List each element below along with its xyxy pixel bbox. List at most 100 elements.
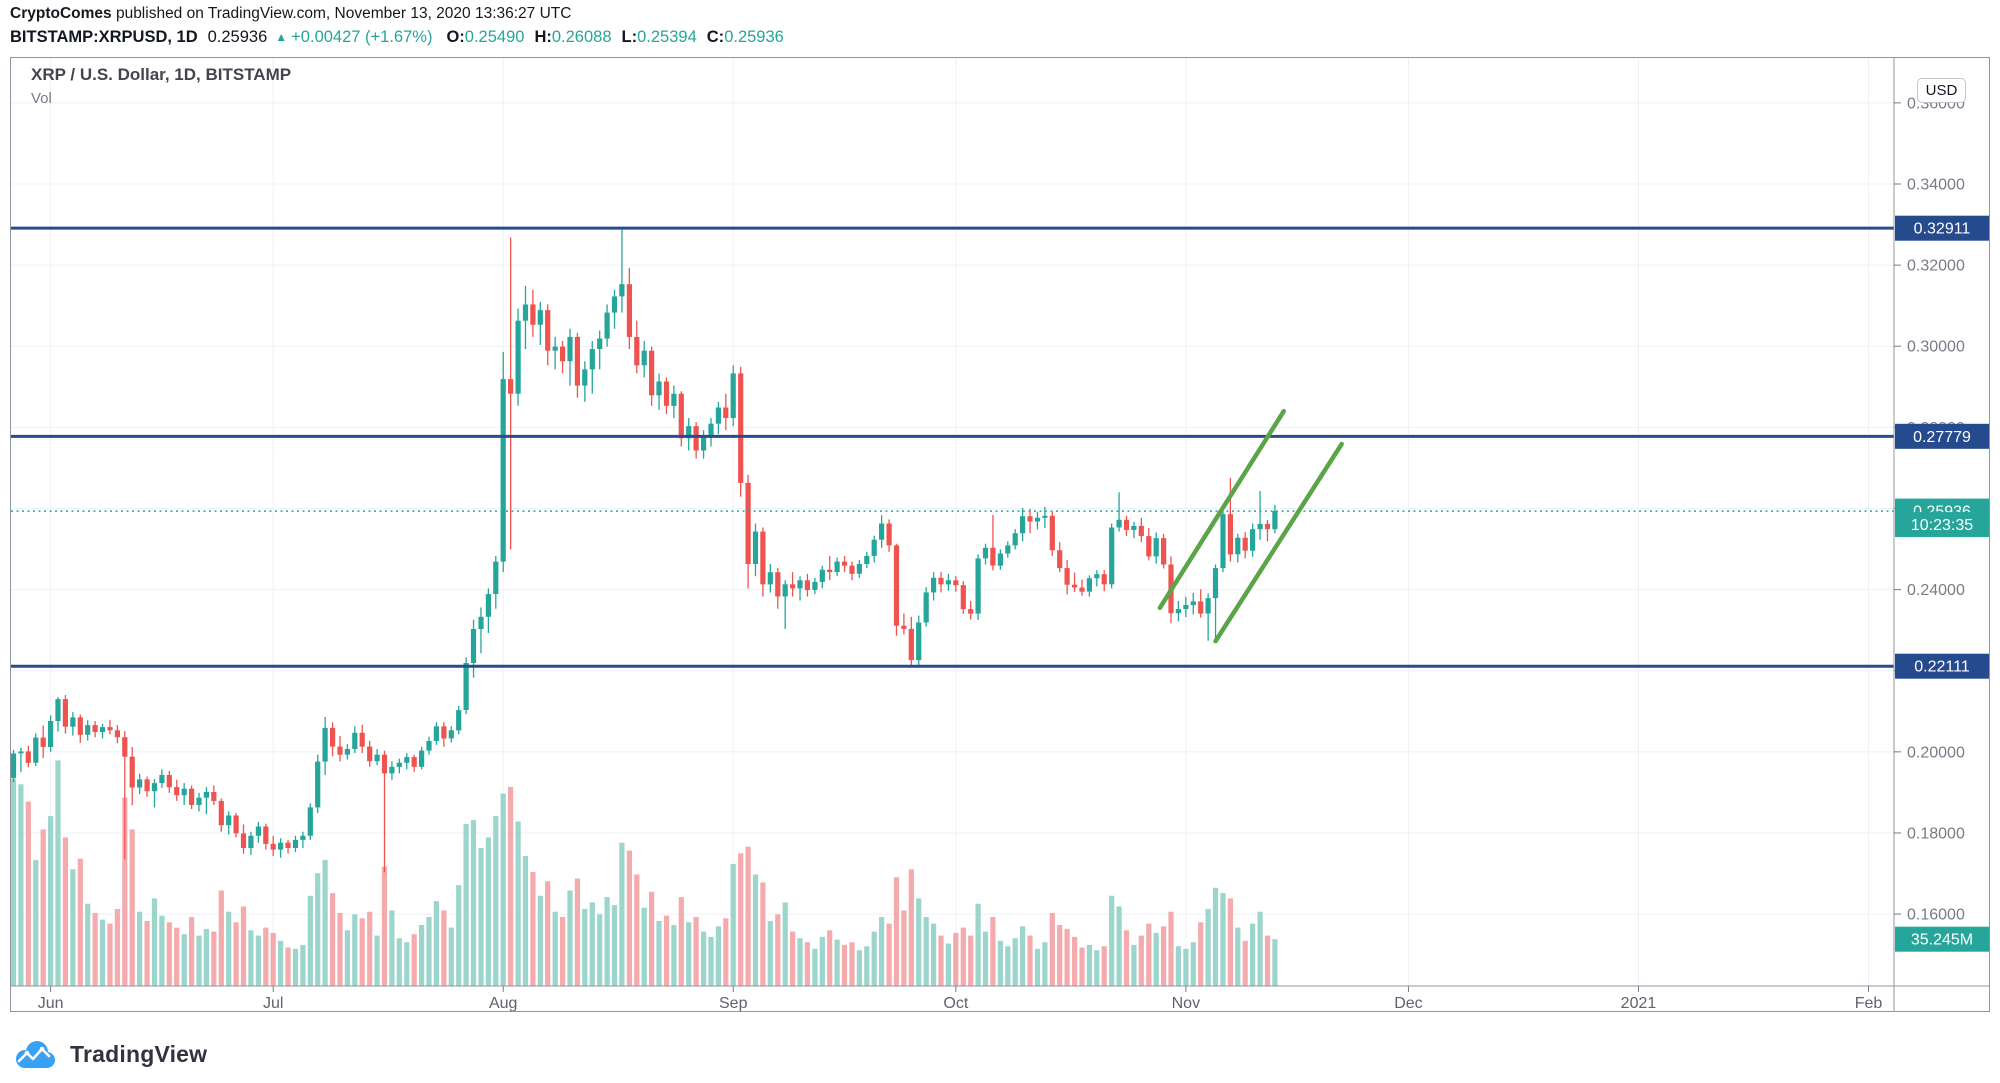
- volume-bar: [181, 934, 187, 986]
- volume-bar: [686, 922, 692, 986]
- candle-body: [55, 699, 61, 721]
- volume-bar: [1005, 946, 1011, 986]
- volume-bar: [864, 946, 870, 986]
- candle-body: [92, 725, 98, 732]
- volume-bar: [330, 893, 336, 986]
- volume-bar: [292, 948, 299, 986]
- volume-bar: [1123, 930, 1130, 986]
- volume-bar: [574, 878, 580, 986]
- candle-body: [478, 616, 484, 629]
- candle-body: [456, 710, 462, 731]
- candle-body: [278, 842, 284, 850]
- currency-toggle-button[interactable]: USD: [1917, 78, 1966, 103]
- volume-bar: [1205, 909, 1211, 986]
- candle-body: [151, 783, 158, 792]
- byline-rest: published on TradingView.com, November 1…: [111, 5, 572, 22]
- candle-body: [1272, 510, 1278, 530]
- volume-bar: [248, 930, 254, 986]
- volume-bar: [352, 914, 358, 986]
- volume-bar: [827, 930, 833, 986]
- candle-body: [374, 754, 380, 762]
- volume-bar: [671, 925, 677, 986]
- tradingview-logo-icon[interactable]: [12, 1038, 58, 1071]
- candle-body: [122, 737, 128, 757]
- up-arrow-icon: ▲: [275, 30, 288, 44]
- candle-body: [240, 833, 247, 848]
- candle-body: [960, 585, 966, 609]
- time-axis[interactable]: [11, 986, 1894, 1011]
- volume-bar: [211, 931, 217, 986]
- volume-bar: [908, 869, 914, 986]
- candle-body: [812, 581, 818, 590]
- volume-bar: [1086, 944, 1092, 986]
- volume-bar: [1175, 946, 1181, 986]
- volume-bar: [715, 926, 721, 986]
- candle-body: [767, 572, 773, 585]
- candle-body: [908, 628, 914, 661]
- volume-bar: [233, 922, 239, 986]
- candle-body: [114, 730, 120, 738]
- candle-body: [196, 797, 202, 805]
- volume-bar: [189, 917, 195, 986]
- candle-body: [582, 369, 588, 386]
- candle-body: [352, 732, 358, 749]
- volume-bar: [1094, 950, 1100, 986]
- trendlines-layer[interactable]: [1157, 408, 1344, 644]
- candle-body: [589, 349, 595, 370]
- ascending-trendline: [1157, 408, 1287, 611]
- volume-bar: [62, 837, 68, 986]
- volume-bar: [1042, 942, 1048, 986]
- volume-bar: [1064, 928, 1070, 986]
- volume-bar: [426, 917, 432, 986]
- volume-bar: [522, 856, 529, 986]
- candle-body: [233, 815, 239, 834]
- svg-text:10:23:35: 10:23:35: [1911, 517, 1973, 534]
- candle-body: [263, 826, 269, 844]
- volume-badge: [1895, 926, 1989, 952]
- svg-text:0.32000: 0.32000: [1907, 258, 1965, 275]
- volume-bar: [11, 779, 17, 986]
- ohlc-low: L:0.25394: [621, 28, 697, 46]
- horizontal-level-lines[interactable]: [11, 226, 1894, 668]
- volume-bar: [938, 935, 944, 986]
- candle-body: [25, 751, 31, 763]
- candle-body: [1064, 568, 1070, 585]
- candle-body: [738, 373, 744, 483]
- byline: CryptoComes published on TradingView.com…: [10, 5, 794, 23]
- candle-body: [337, 746, 343, 755]
- svg-text:Jun: Jun: [38, 995, 64, 1011]
- volume-bar: [1049, 913, 1055, 986]
- candle-body: [641, 350, 647, 366]
- time-axis-labels: Jun Jul Aug Sep Oct Nov Dec 2021 Feb: [38, 986, 1882, 1011]
- candle-body: [129, 756, 135, 788]
- chart-canvas[interactable]: 0.360000.340000.320000.300000.280000.260…: [11, 58, 1989, 1011]
- candle-body: [1123, 519, 1130, 530]
- price-axis[interactable]: [1894, 58, 1989, 986]
- volume-bar: [604, 897, 610, 986]
- candle-body: [359, 732, 365, 747]
- candle-body: [508, 379, 514, 394]
- ohlc-close: C:0.25936: [706, 28, 784, 46]
- svg-text:0.32911: 0.32911: [1914, 221, 1971, 238]
- candle-body: [1116, 519, 1122, 528]
- candle-body: [893, 545, 900, 626]
- candle-body: [292, 839, 299, 848]
- byline-author: CryptoComes: [10, 5, 112, 22]
- volume-bar: [337, 913, 343, 986]
- candle-body: [419, 750, 425, 767]
- candle-body: [470, 628, 477, 663]
- candle-body: [723, 407, 729, 418]
- svg-text:Nov: Nov: [1172, 995, 1200, 1011]
- volume-bar: [775, 914, 781, 986]
- volume-bar: [1034, 948, 1041, 986]
- volume-bar: [819, 936, 825, 986]
- volume-bar: [470, 820, 477, 986]
- candle-body: [752, 531, 759, 564]
- volume-bar: [678, 897, 684, 986]
- candle-body: [849, 565, 855, 574]
- symbol-summary: BITSTAMP:XRPUSD, 1D 0.25936 ▲ +0.00427 (+1.…: [10, 28, 794, 47]
- tradingview-wordmark[interactable]: TradingView: [70, 1041, 208, 1067]
- candle-body: [545, 310, 551, 351]
- candle-body: [1101, 574, 1107, 585]
